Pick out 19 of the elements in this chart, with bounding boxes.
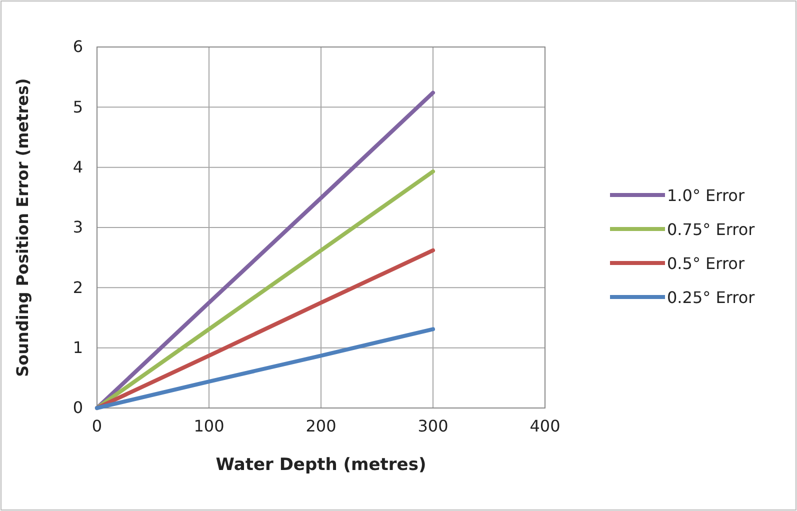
legend-label: 0.5° Error: [667, 254, 745, 273]
x-tick-label: 400: [530, 416, 560, 436]
y-tick-label: 0: [72, 398, 83, 418]
y-axis-title: Sounding Position Error (metres): [13, 78, 32, 377]
x-tick-label: 100: [194, 416, 224, 436]
legend-label: 0.25° Error: [667, 288, 756, 307]
y-tick-label: 4: [72, 157, 83, 176]
line-series: [95, 327, 435, 410]
y-tick-label: 2: [72, 278, 83, 297]
x-tick-label: 200: [306, 416, 336, 436]
y-tick-label: 3: [72, 218, 83, 237]
y-tick-label: 5: [72, 97, 83, 116]
y-tick-label: 1: [72, 338, 83, 357]
x-tick-label: 300: [418, 416, 448, 436]
y-tick-label: 6: [72, 37, 83, 56]
x-axis-title: Water Depth (metres): [216, 455, 426, 475]
legend-label: 1.0° Error: [667, 186, 745, 205]
legend-label: 0.75° Error: [667, 220, 756, 239]
x-tick-label: 0: [92, 416, 102, 436]
